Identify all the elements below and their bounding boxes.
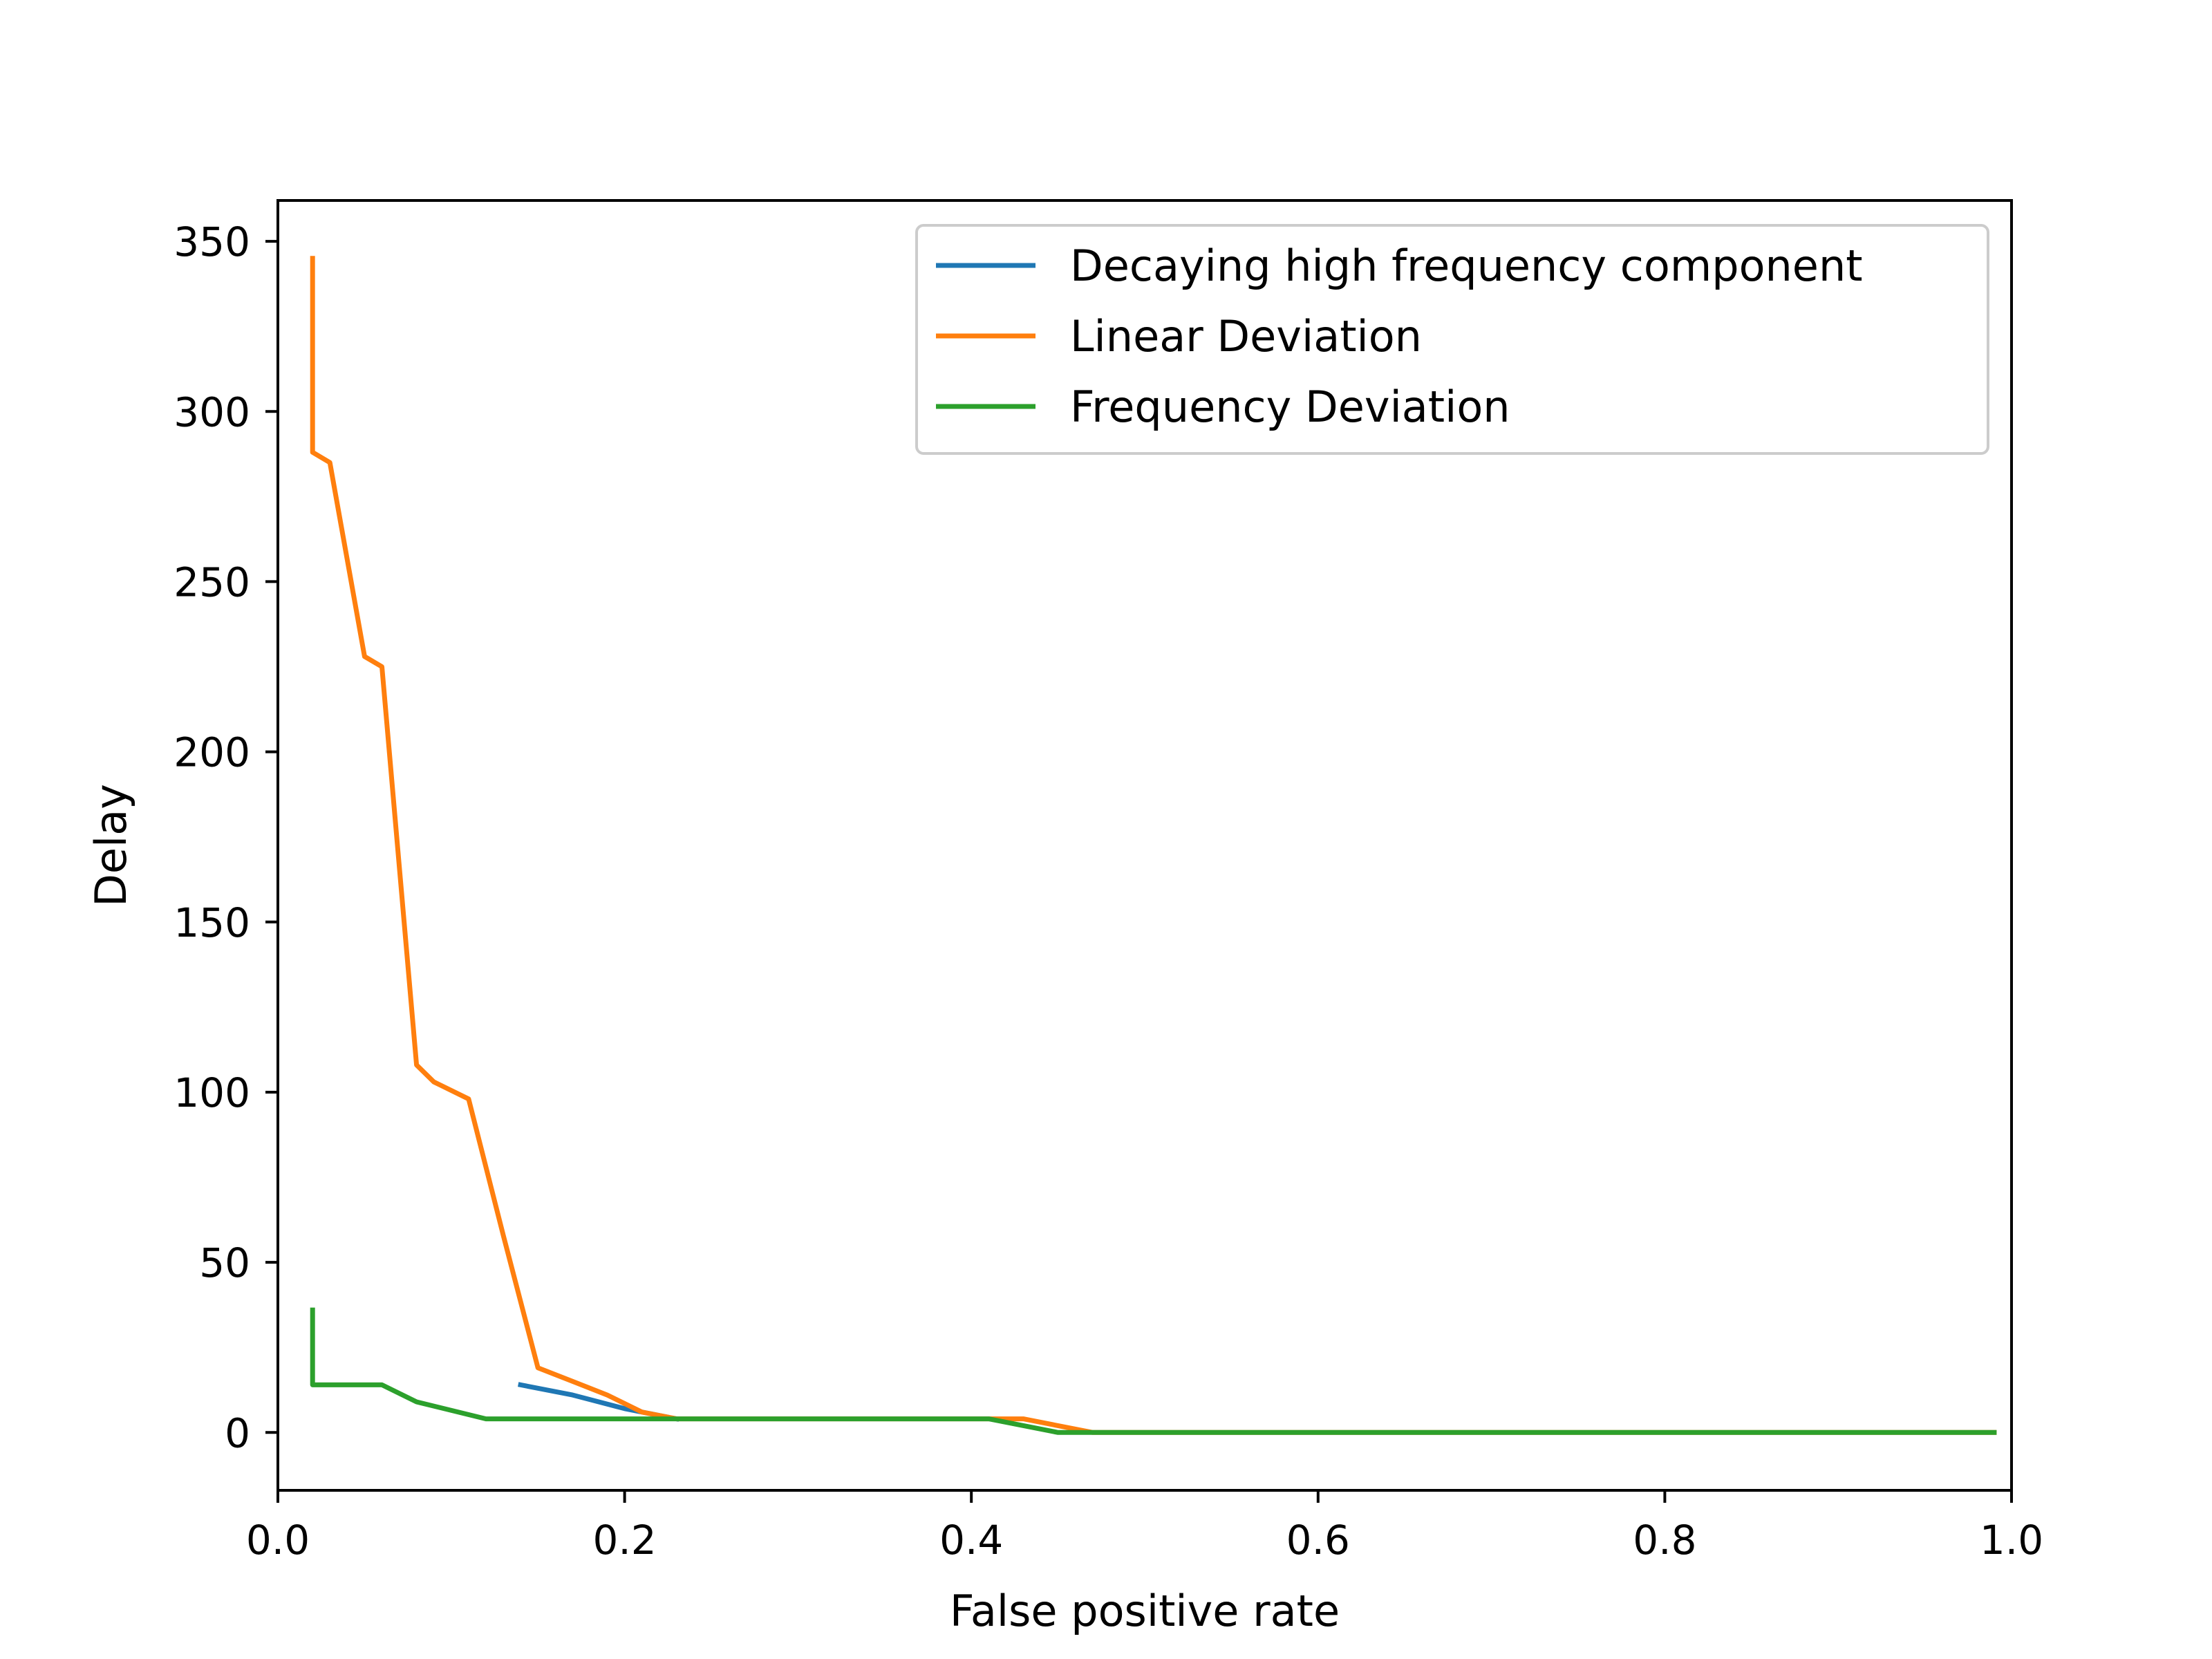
series-layer xyxy=(310,256,1997,1435)
x-tick-label: 0.4 xyxy=(939,1517,1003,1564)
x-tick-label: 0.6 xyxy=(1286,1517,1350,1564)
plot-frame xyxy=(276,199,2013,1492)
y-tick-label: 50 xyxy=(199,1239,250,1286)
y-tick-label: 0 xyxy=(225,1409,250,1456)
legend-box xyxy=(915,224,1989,455)
y-tick-label: 100 xyxy=(174,1069,250,1116)
legend-label-2: Linear Deviation xyxy=(1070,311,1422,362)
x-tick-label: 1.0 xyxy=(1980,1517,2043,1564)
x-axis-label: False positive rate xyxy=(950,1586,1340,1636)
y-axis-label: Delay xyxy=(86,784,136,907)
legend: Decaying high frequency component Linear … xyxy=(915,224,1989,455)
legend-label-1: Decaying high frequency component xyxy=(1070,241,1863,291)
y-tick-label: 250 xyxy=(174,559,250,606)
x-axis: 0.0 0.2 0.4 0.6 0.8 1.0 xyxy=(246,1490,2043,1564)
legend-label-3: Frequency Deviation xyxy=(1070,382,1510,432)
y-tick-label: 300 xyxy=(174,388,250,435)
x-tick-label: 0.0 xyxy=(246,1517,310,1564)
y-tick-label: 350 xyxy=(174,218,250,265)
series-line-3 xyxy=(310,1307,1997,1435)
x-tick-label: 0.2 xyxy=(592,1517,656,1564)
x-tick-label: 0.8 xyxy=(1633,1517,1696,1564)
y-axis: 0 50 100 150 200 250 300 350 xyxy=(174,218,278,1456)
y-tick-label: 200 xyxy=(174,729,250,776)
y-tick-label: 150 xyxy=(174,899,250,946)
